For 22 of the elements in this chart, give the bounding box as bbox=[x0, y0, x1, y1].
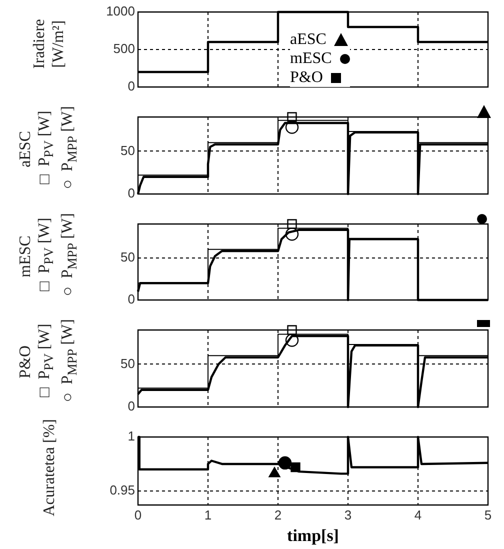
y-tick-label: 0 bbox=[128, 78, 135, 94]
y-tick-label: 1000 bbox=[106, 4, 135, 19]
y-tick-label: 0 bbox=[128, 186, 135, 201]
x-tick-label: 4 bbox=[414, 507, 422, 522]
x-tick-label: 1 bbox=[204, 507, 212, 522]
y-tick-label: 1 bbox=[128, 428, 135, 444]
x-tick-label: 5 bbox=[484, 507, 492, 522]
y-tick-label: 0 bbox=[128, 398, 135, 414]
y-tick-label: 50 bbox=[120, 356, 135, 371]
y-tick-label: 0 bbox=[128, 292, 135, 307]
legend-label: mESC bbox=[290, 49, 332, 68]
y-tick-label: 500 bbox=[113, 41, 135, 56]
legend-label: aESC bbox=[290, 30, 326, 49]
x-tick-label: 3 bbox=[344, 507, 352, 522]
legend-label: P&O bbox=[290, 68, 323, 87]
y-tick-label: 50 bbox=[120, 249, 135, 264]
x-tick-label: 2 bbox=[274, 507, 282, 522]
x-axis-title: timp[s] bbox=[287, 526, 339, 546]
y-axis-title: Acuratetea [%] bbox=[40, 419, 58, 517]
y-axis-title: Iradiere [W/m²] bbox=[30, 18, 68, 68]
y-tick-label: 0.95 bbox=[110, 482, 135, 498]
y-tick-label: 50 bbox=[120, 142, 135, 158]
